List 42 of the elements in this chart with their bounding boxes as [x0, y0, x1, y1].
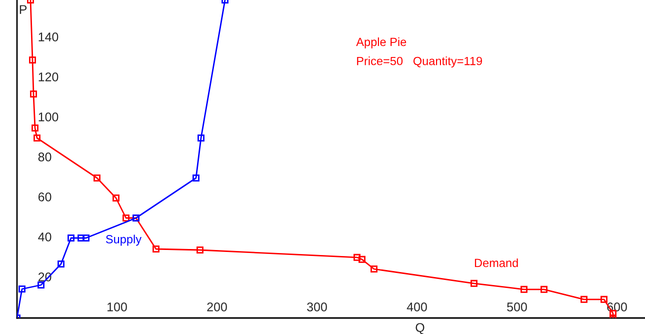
y-tick-label: 80 [38, 152, 52, 162]
point [30, 90, 37, 98]
point [82, 234, 90, 242]
point [32, 124, 38, 132]
point [540, 286, 548, 293]
y-tick-label: 40 [38, 232, 52, 242]
series-label: Supply [106, 234, 142, 246]
point [78, 234, 84, 242]
point [18, 286, 26, 292]
point [196, 246, 204, 254]
point [68, 234, 74, 242]
point [370, 266, 378, 272]
series-label: Demand [474, 258, 518, 268]
y-axis-title: P [20, 5, 27, 14]
point [470, 280, 478, 287]
point [358, 256, 366, 263]
point [520, 286, 528, 293]
point [94, 174, 100, 182]
x-tick-label: 300 [307, 302, 327, 312]
x-axis-title: Q [416, 323, 424, 334]
x-tick-label: 400 [406, 302, 427, 312]
y-tick-label: 140 [38, 32, 58, 42]
point [58, 260, 64, 268]
point [38, 282, 44, 288]
y-tick-label: 60 [38, 192, 52, 202]
point [29, 56, 36, 64]
point [34, 134, 40, 142]
y-tick-label: 100 [38, 112, 58, 122]
x-tick-label: 500 [507, 302, 527, 312]
point [152, 246, 160, 252]
x-tick-label: 100 [108, 302, 127, 312]
point [192, 174, 200, 182]
text: Price=50 Quantity=119 [357, 56, 482, 68]
text: Apple Pie [356, 37, 406, 48]
point [354, 254, 360, 261]
point [112, 194, 120, 202]
point [198, 134, 204, 142]
point [600, 296, 608, 303]
point [580, 296, 588, 303]
x-tick-label: 200 [207, 302, 227, 312]
point [122, 214, 130, 222]
y-tick-label: 120 [38, 72, 58, 82]
